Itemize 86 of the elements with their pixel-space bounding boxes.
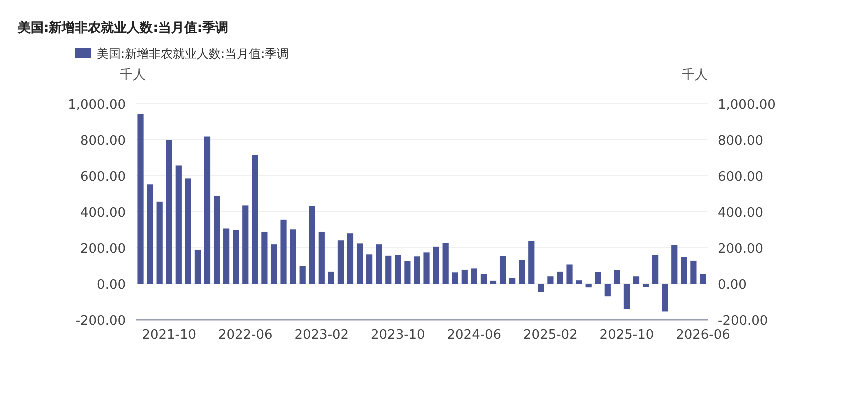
bar: [700, 274, 706, 284]
bar: [414, 256, 420, 284]
legend-label: 美国:新增非农就业人数:当月值:季调: [97, 47, 290, 61]
bar: [262, 232, 268, 284]
bar: [224, 228, 230, 284]
y-tick-label: 400.00: [80, 206, 126, 221]
bar: [471, 268, 478, 284]
x-tick-label: 2023-02: [294, 328, 350, 343]
y-tick-label: 800.00: [80, 134, 126, 149]
bar: [442, 243, 449, 284]
bar: [404, 261, 411, 284]
bar: [662, 284, 668, 312]
y2-tick-label: 600.00: [718, 170, 764, 185]
bar: [156, 202, 163, 284]
bar: [328, 272, 334, 284]
y2-tick-label: 0.00: [718, 278, 747, 293]
y-tick-label: 1,000.00: [68, 98, 126, 113]
bar: [290, 230, 296, 284]
bar: [395, 255, 402, 284]
y2-tick-label: 1,000.00: [718, 98, 776, 113]
bar: [338, 240, 344, 284]
bar: [510, 278, 516, 284]
bar: [366, 254, 373, 284]
bar: [271, 244, 278, 284]
bar: [166, 140, 172, 284]
bar: [672, 245, 678, 284]
bar: [452, 272, 458, 284]
bar: [633, 276, 640, 284]
bar: [356, 244, 364, 284]
bar: [376, 244, 382, 284]
y2-tick-label: -200.00: [718, 314, 768, 329]
chart-title: 美国:新增非农就业人数:当月值:季调: [17, 20, 229, 36]
x-tick-label: 2022-06: [218, 328, 273, 343]
y2-tick-label: 800.00: [718, 134, 764, 149]
bar: [557, 272, 564, 284]
bar: [386, 256, 392, 284]
bar: [548, 276, 554, 284]
x-tick-label: 2026-06: [676, 328, 730, 343]
bar: [318, 232, 325, 284]
bar: [500, 256, 506, 284]
bar: [433, 246, 440, 284]
y-tick-label: 600.00: [80, 170, 126, 185]
y2-tick-label: 400.00: [718, 206, 764, 221]
y-tick-label: -200.00: [76, 314, 126, 329]
bar: [233, 230, 240, 284]
bar: [138, 114, 144, 284]
bar: [280, 220, 287, 284]
bar: [566, 264, 573, 284]
y2-axis-title: 千人: [682, 68, 708, 83]
bar: [642, 284, 650, 288]
y-tick-label: 0.00: [97, 278, 126, 293]
bar: [204, 136, 211, 284]
bar: [462, 270, 468, 284]
bar: [252, 155, 258, 284]
bar: [586, 284, 592, 288]
x-tick-label: 2023-10: [371, 328, 426, 343]
y-axis-title: 千人: [120, 68, 146, 83]
bar: [614, 270, 620, 284]
bar: [652, 255, 659, 284]
bar: [604, 284, 611, 297]
bar: [624, 284, 630, 310]
bar: [681, 257, 688, 284]
bar: [519, 260, 526, 284]
bar: [185, 178, 192, 284]
bar: [176, 166, 182, 284]
y2-tick-label: 200.00: [718, 242, 764, 257]
bar: [595, 272, 602, 284]
bar: [538, 284, 544, 292]
bar: [690, 260, 697, 284]
bar: [309, 206, 316, 284]
bar: [300, 266, 306, 284]
bar: [576, 280, 582, 284]
bar: [528, 241, 535, 284]
bar: [194, 250, 202, 284]
bar: [347, 234, 354, 284]
x-tick-label: 2021-10: [142, 328, 197, 343]
x-tick-label: 2025-02: [524, 328, 578, 343]
bar: [424, 252, 430, 284]
bar: [242, 206, 249, 284]
bar: [147, 184, 154, 284]
bar: [480, 274, 488, 284]
bar: [214, 196, 220, 284]
x-tick-label: 2024-06: [447, 328, 502, 343]
bar: [490, 280, 497, 284]
x-tick-label: 2025-10: [600, 328, 654, 343]
y-tick-label: 200.00: [80, 242, 126, 257]
